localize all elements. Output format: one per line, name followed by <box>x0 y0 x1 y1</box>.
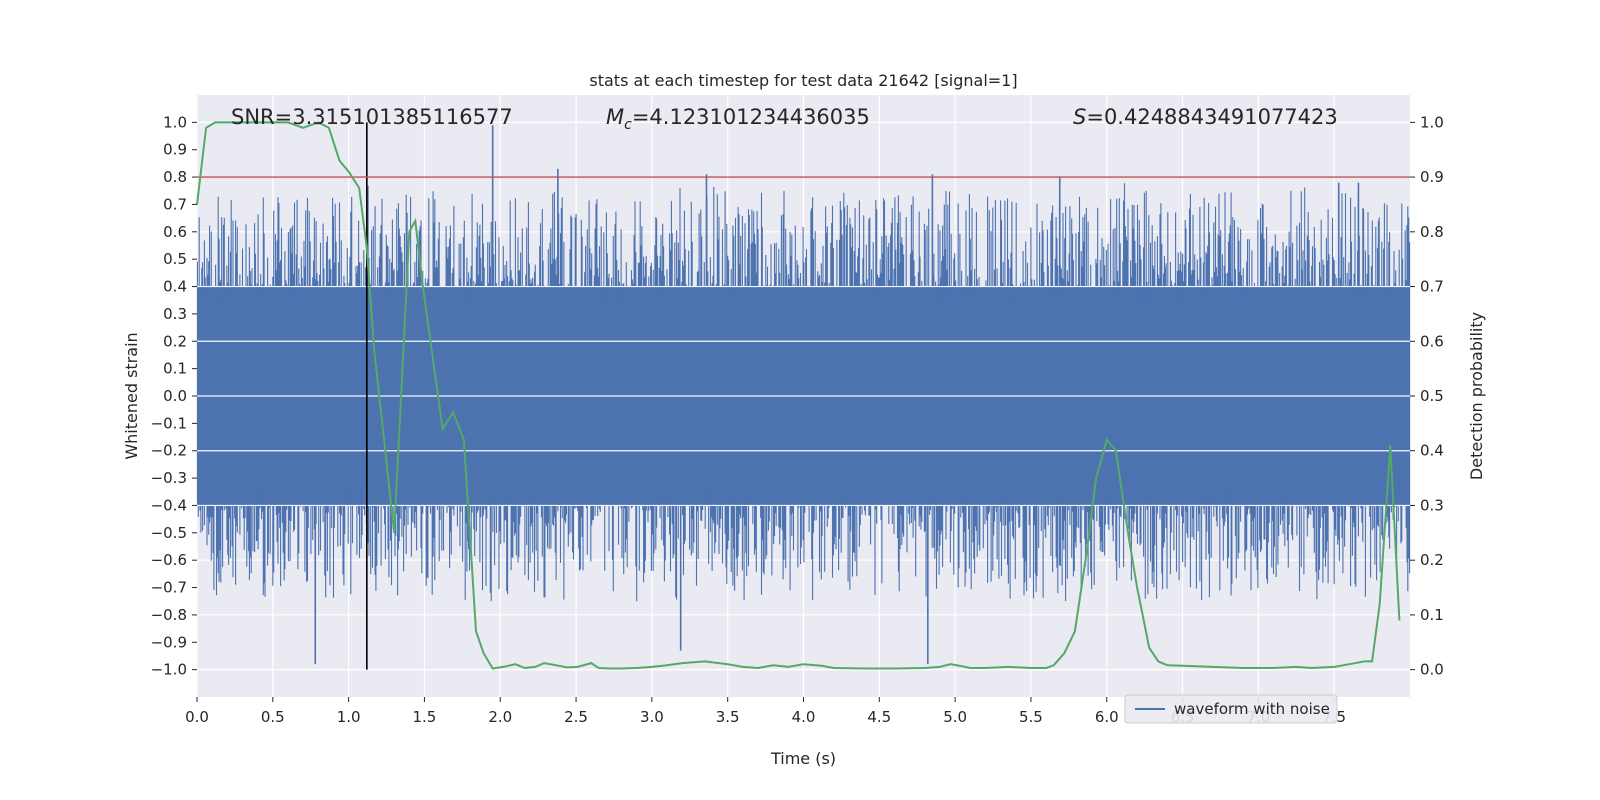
y2-tick-label: 0.1 <box>1420 606 1444 624</box>
x-tick-label: 1.0 <box>337 708 361 726</box>
y-tick-label: −0.2 <box>151 442 187 460</box>
s-symbol: S <box>1073 105 1086 129</box>
y-tick-label: −0.4 <box>151 496 187 514</box>
x-tick-label: 5.5 <box>1019 708 1043 726</box>
y-tick-label: 1.0 <box>163 113 187 131</box>
y-tick-label: 0.3 <box>163 305 187 323</box>
x-tick-label: 2.5 <box>564 708 588 726</box>
waveform-series <box>196 125 1411 665</box>
y-tick-label: −0.5 <box>151 524 187 542</box>
x-tick-label: 3.0 <box>640 708 664 726</box>
mc-symbol: M <box>606 105 624 129</box>
y-tick-label: −0.9 <box>151 633 187 651</box>
y2-tick-label: 0.9 <box>1420 168 1444 186</box>
x-tick-label: 2.0 <box>488 708 512 726</box>
y-tick-label: 0.5 <box>163 250 187 268</box>
y2-tick-label: 0.0 <box>1420 661 1444 679</box>
y-tick-label: −0.6 <box>151 551 187 569</box>
s-value: =0.4248843491077423 <box>1086 105 1337 129</box>
x-tick-label: 0.5 <box>261 708 285 726</box>
y-tick-label: −0.7 <box>151 579 187 597</box>
x-axis-label: Time (s) <box>770 749 836 768</box>
y2-tick-label: 0.7 <box>1420 278 1444 296</box>
y-axis-label: Whitened strain <box>122 332 141 459</box>
x-tick-label: 3.5 <box>716 708 740 726</box>
x-tick-label: 4.0 <box>792 708 816 726</box>
y2-tick-label: 0.4 <box>1420 442 1444 460</box>
s-annotation: S=0.4248843491077423 <box>1073 105 1338 129</box>
legend-label-waveform: waveform with noise <box>1174 700 1330 718</box>
y-tick-label: 0.1 <box>163 360 187 378</box>
x-tick-label: 5.0 <box>943 708 967 726</box>
chart-title: stats at each timestep for test data 216… <box>589 71 1017 90</box>
y-tick-label: 0.9 <box>163 141 187 159</box>
legend-box <box>1124 694 1338 724</box>
y-tick-label: 0.6 <box>163 223 187 241</box>
snr-annotation: SNR=3.315101385116577 <box>231 105 513 129</box>
mc-subscript: c <box>624 117 632 133</box>
mc-value: =4.123101234436035 <box>632 105 870 129</box>
y2-axis-ticks: 0.0 0.1 0.2 0.3 0.4 0.5 0.6 0.7 0.8 0.9 1.0 <box>1410 113 1444 679</box>
x-tick-label: 6.0 <box>1095 708 1119 726</box>
y-tick-label: −1.0 <box>151 661 187 679</box>
y-tick-label: 0.4 <box>163 278 187 296</box>
y-axis-ticks: −1.0 −0.9 −0.8 −0.7 −0.6 −0.5 −0.4 −0.3 −0.2 −0.1… <box>151 113 197 679</box>
x-tick-label: 4.5 <box>867 708 891 726</box>
y-tick-label: 0.7 <box>163 195 187 213</box>
x-tick-label: 0.0 <box>185 708 209 726</box>
y2-tick-label: 1.0 <box>1420 113 1444 131</box>
y2-tick-label: 0.3 <box>1420 496 1444 514</box>
y-tick-label: 0.0 <box>163 387 187 405</box>
probability-series <box>196 121 1401 670</box>
y2-tick-label: 0.8 <box>1420 223 1444 241</box>
y2-tick-label: 0.2 <box>1420 551 1444 569</box>
y-tick-label: −0.8 <box>151 606 187 624</box>
y2-tick-label: 0.6 <box>1420 332 1444 350</box>
legend: waveform with noise <box>1124 694 1338 724</box>
y-tick-label: 0.2 <box>163 332 187 350</box>
y-tick-label: 0.8 <box>163 168 187 186</box>
y2-axis-label: Detection probability <box>1467 312 1486 480</box>
waveform-trace <box>196 183 1411 602</box>
chirp-mass-annotation: Mc=4.123101234436035 <box>606 105 870 133</box>
y-tick-label: −0.1 <box>151 414 187 432</box>
y-tick-label: −0.3 <box>151 469 187 487</box>
y2-tick-label: 0.5 <box>1420 387 1444 405</box>
x-tick-label: 1.5 <box>413 708 437 726</box>
